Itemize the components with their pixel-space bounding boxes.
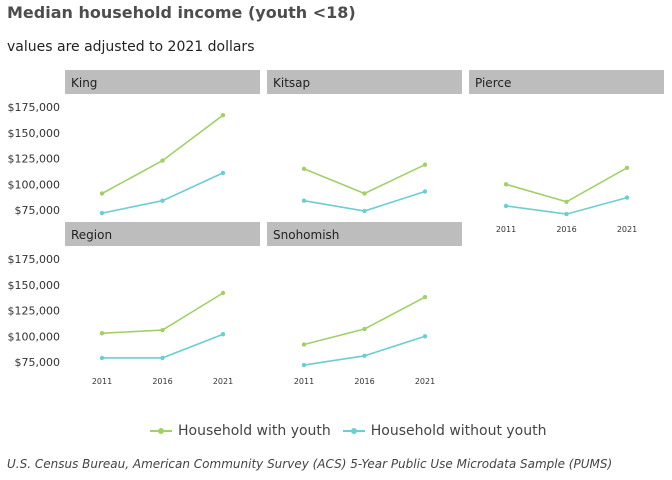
series-line-with-youth-kitsap: [303, 163, 426, 195]
chart-subtitle: values are adjusted to 2021 dollars: [7, 39, 255, 55]
series-line-without-youth-king: [101, 172, 224, 214]
data-point-without-youth-kitsap: [362, 208, 367, 214]
data-point-with-youth-kitsap: [301, 166, 307, 171]
x-tick-label: 2016: [152, 377, 172, 386]
y-tick-label: $125,000: [8, 153, 61, 166]
series-line-with-youth-snohomish: [303, 296, 426, 346]
source-caption: U.S. Census Bureau, American Community S…: [7, 457, 613, 471]
y-tick-label: $150,000: [8, 127, 61, 140]
data-point-with-youth-region: [220, 290, 226, 296]
x-tick-label: 2011: [496, 225, 516, 234]
y-tick-label: $125,000: [8, 305, 61, 318]
data-point-without-youth-king: [160, 198, 165, 203]
strip-label-kitsap: Kitsap: [273, 76, 310, 90]
y-tick-label: $175,000: [8, 101, 61, 114]
data-point-with-youth-kitsap: [362, 191, 367, 196]
data-point-without-youth-kitsap: [301, 198, 307, 203]
x-tick-label: 2016: [556, 225, 576, 234]
y-tick-label: $175,000: [8, 253, 61, 266]
x-tick-label: 2011: [294, 377, 314, 386]
series-line-with-youth-region: [101, 292, 224, 334]
y-tick-label: $100,000: [8, 330, 61, 343]
strip-king: [65, 70, 260, 94]
legend-swatch-without-youth: [342, 428, 365, 434]
data-point-with-youth-snohomish: [422, 294, 428, 300]
x-tick-label: 2011: [92, 377, 112, 386]
strip-label-region: Region: [71, 228, 112, 242]
data-point-with-youth-snohomish: [301, 342, 307, 347]
data-point-without-youth-pierce: [564, 211, 569, 217]
data-point-without-youth-snohomish: [422, 334, 428, 339]
data-point-without-youth-region: [220, 332, 226, 337]
data-point-without-youth-kitsap: [422, 189, 428, 194]
legend-item-without-youth[interactable]: Household without youth: [342, 423, 547, 439]
data-point-with-youth-king: [99, 191, 105, 196]
y-tick-label: $75,000: [15, 204, 61, 217]
data-point-with-youth-king: [160, 158, 165, 163]
legend: Household with youth Household without y…: [150, 423, 559, 439]
facet-line-chart: King $175,000 $150,000 $125,000 $100,000 $75,…: [8, 70, 664, 386]
strip-kitsap: [267, 70, 462, 94]
data-point-without-youth-pierce: [503, 203, 509, 209]
data-point-with-youth-region: [99, 331, 105, 336]
data-point-without-youth-snohomish: [301, 362, 307, 368]
data-point-with-youth-snohomish: [362, 326, 367, 332]
data-point-without-youth-snohomish: [362, 353, 367, 358]
data-point-without-youth-king: [99, 210, 105, 216]
data-point-with-youth-pierce: [503, 182, 509, 187]
y-tick-label: $75,000: [15, 356, 61, 369]
series-line-with-youth-pierce: [505, 167, 628, 203]
data-point-with-youth-pierce: [624, 165, 630, 170]
data-point-with-youth-region: [160, 327, 165, 333]
chart-title: Median household income (youth <18): [7, 3, 356, 22]
data-point-without-youth-king: [220, 170, 226, 176]
legend-swatch-with-youth: [150, 428, 172, 434]
data-point-with-youth-kitsap: [422, 162, 428, 167]
legend-item-with-youth[interactable]: Household with youth: [150, 423, 331, 439]
strip-snohomish: [267, 222, 462, 246]
strip-region: [65, 222, 260, 246]
series-line-without-youth-region: [102, 333, 224, 359]
x-tick-label: 2021: [617, 225, 637, 234]
legend-label-with-youth: Household with youth: [178, 423, 331, 439]
y-tick-label: $100,000: [8, 178, 61, 191]
x-tick-label: 2021: [213, 377, 233, 386]
data-point-with-youth-pierce: [564, 199, 569, 204]
data-point-without-youth-region: [160, 355, 165, 361]
strip-label-pierce: Pierce: [475, 76, 511, 90]
strip-pierce: [469, 70, 664, 94]
strip-label-king: King: [71, 76, 97, 90]
x-tick-label: 2021: [415, 377, 435, 386]
data-point-without-youth-pierce: [624, 195, 630, 200]
legend-label-without-youth: Household without youth: [370, 423, 547, 439]
y-tick-label: $150,000: [8, 279, 61, 292]
data-point-without-youth-region: [99, 355, 105, 361]
x-tick-label: 2016: [354, 377, 374, 386]
strip-label-snohomish: Snohomish: [273, 228, 339, 242]
data-point-with-youth-king: [220, 113, 226, 118]
